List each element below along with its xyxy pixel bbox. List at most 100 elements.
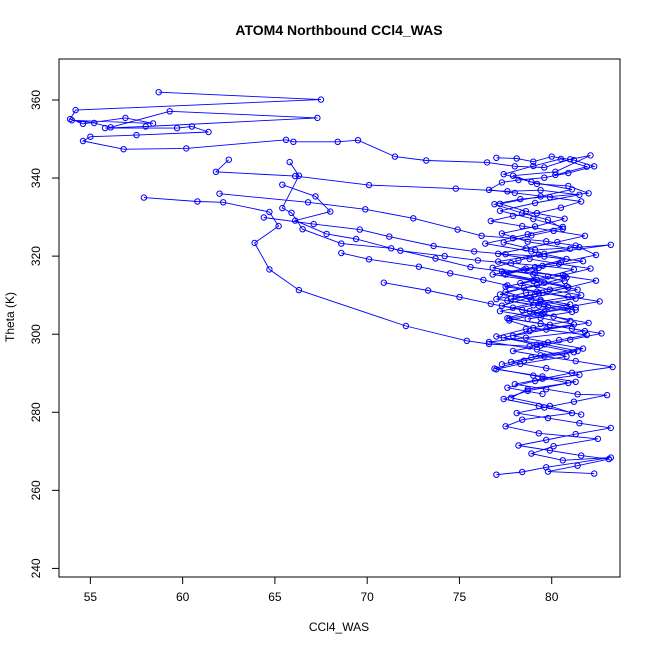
series-line [383, 282, 589, 395]
data-point [498, 361, 506, 368]
data-point [493, 333, 500, 340]
data-point [251, 239, 258, 247]
data-point [533, 309, 541, 317]
data-point [607, 454, 614, 461]
data-point [471, 248, 478, 255]
data-point [587, 265, 594, 272]
data-series [279, 181, 585, 311]
data-point [314, 114, 321, 122]
data-point [79, 137, 87, 145]
series-line [143, 158, 589, 347]
data-point [533, 288, 541, 295]
data-point [432, 255, 439, 262]
data-point [388, 245, 395, 252]
data-point [559, 225, 566, 233]
data-point [496, 308, 504, 315]
data-point [317, 96, 325, 103]
data-point [526, 327, 533, 335]
data-point [531, 223, 539, 230]
data-point [579, 345, 587, 352]
data-point [225, 156, 233, 163]
data-point [402, 322, 410, 330]
data-point [498, 179, 506, 186]
data-point [142, 123, 149, 130]
data-point [485, 340, 493, 348]
y-tick-label: 280 [29, 402, 43, 422]
data-point [500, 270, 507, 277]
data-point [482, 240, 489, 247]
data-point [530, 372, 537, 379]
data-point [519, 222, 526, 230]
data-point [607, 241, 614, 249]
data-point [541, 164, 548, 171]
data-point [474, 257, 482, 264]
data-point [122, 114, 129, 122]
data-point [515, 176, 522, 184]
data-point [541, 353, 548, 360]
data-point [544, 468, 552, 475]
data-point [574, 462, 581, 469]
data-point [578, 198, 585, 205]
data-point [533, 341, 541, 348]
data-point [480, 276, 487, 284]
data-point [155, 89, 162, 96]
data-point [423, 157, 430, 164]
data-point [568, 325, 576, 332]
data-point [530, 215, 537, 223]
data-point [173, 124, 181, 132]
data-point [463, 337, 470, 344]
data-point [507, 295, 515, 302]
data-point [565, 284, 572, 291]
data-point [391, 153, 399, 160]
data-point [220, 199, 227, 206]
data-point [592, 251, 600, 259]
data-point [87, 133, 94, 140]
y-tick-label: 340 [29, 168, 43, 188]
data-point [275, 222, 282, 230]
data-point [539, 390, 546, 398]
y-axis-label: Theta (K) [3, 292, 17, 342]
data-point [591, 470, 598, 477]
data-point [292, 172, 299, 180]
data-point [286, 158, 293, 166]
data-point [509, 304, 517, 311]
data-point [537, 314, 544, 321]
data-point [576, 244, 583, 251]
data-point [550, 227, 557, 235]
data-point [509, 235, 517, 242]
data-point [90, 119, 98, 127]
data-point [216, 190, 223, 197]
data-point [541, 174, 548, 181]
data-point [495, 250, 502, 258]
data-point [504, 384, 511, 391]
data-point [574, 286, 581, 293]
data-point [544, 339, 552, 346]
data-point [574, 347, 581, 355]
data-point [519, 306, 526, 314]
data-point [528, 232, 535, 239]
data-point [140, 194, 148, 201]
data-point [509, 347, 517, 355]
data-point [266, 208, 273, 216]
data-point [543, 436, 550, 444]
data-point [310, 220, 317, 228]
data-point [565, 379, 572, 387]
data-point [519, 416, 526, 423]
data-point [288, 209, 295, 217]
data-series [260, 214, 587, 323]
data-point [576, 191, 583, 199]
data-point [194, 198, 201, 205]
data-point [565, 169, 572, 177]
data-point [489, 271, 496, 278]
data-point [183, 145, 190, 152]
data-point [559, 223, 566, 231]
data-point [576, 420, 583, 427]
data-point [570, 156, 578, 164]
data-point [535, 290, 542, 297]
data-point [563, 304, 570, 311]
data-point [544, 273, 552, 280]
data-point [478, 232, 485, 240]
data-point [327, 208, 334, 215]
x-axis: 55 60 65 70 75 80 [84, 577, 559, 604]
